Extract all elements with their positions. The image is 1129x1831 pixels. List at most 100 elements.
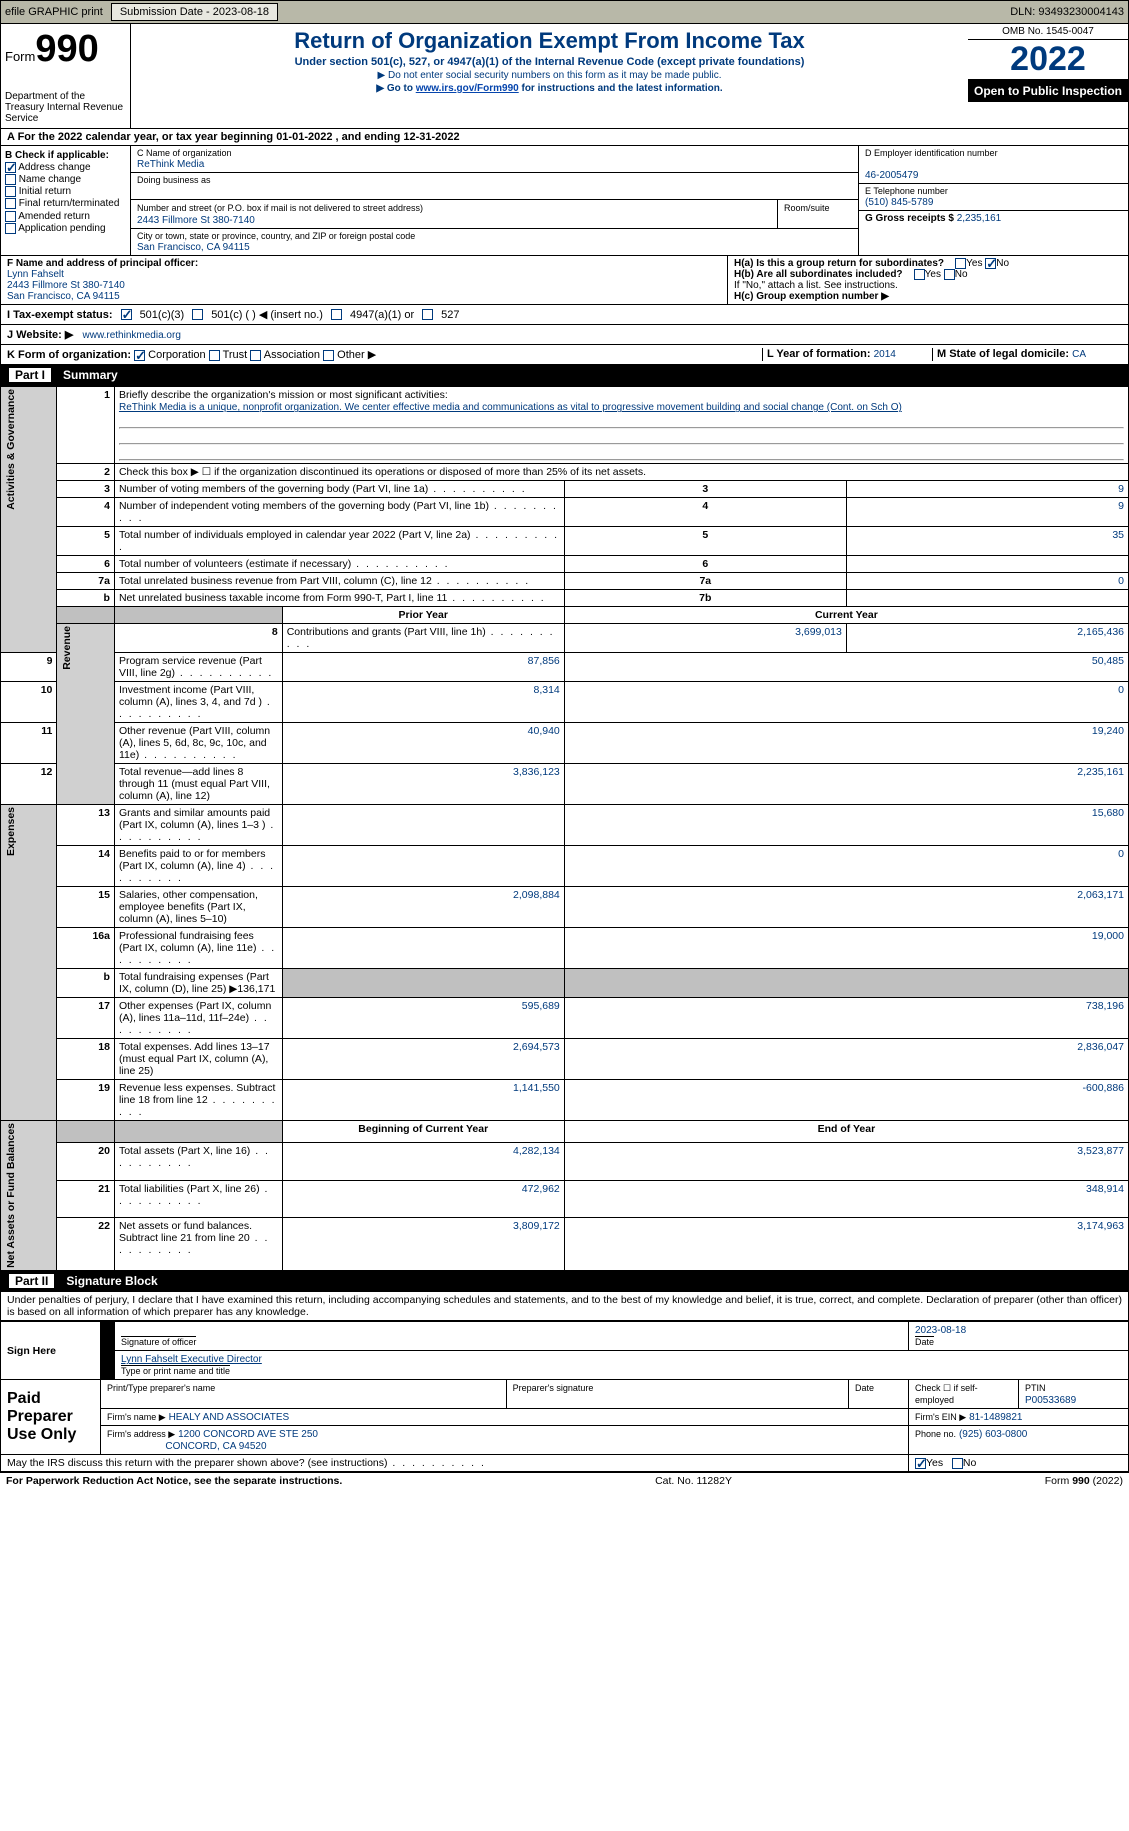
line20-cy: 3,523,877 xyxy=(564,1143,1128,1180)
line22-text: Net assets or fund balances. Subtract li… xyxy=(119,1220,269,1256)
firm-ein-label: Firm's EIN ▶ xyxy=(915,1412,966,1422)
sig-date-label: Date xyxy=(915,1336,934,1347)
check-initial-return[interactable] xyxy=(5,186,16,197)
line22-py: 3,809,172 xyxy=(282,1218,564,1271)
hb-yes[interactable] xyxy=(914,269,925,280)
perjury-declaration: Under penalties of perjury, I declare th… xyxy=(0,1292,1129,1321)
line19-py: 1,141,550 xyxy=(282,1080,564,1121)
addr-label: Number and street (or P.O. box if mail i… xyxy=(137,203,423,213)
row-a-period: A For the 2022 calendar year, or tax yea… xyxy=(0,129,1129,146)
firm-phone: (925) 603-0800 xyxy=(959,1429,1027,1440)
website-label: J Website: ▶ xyxy=(7,329,73,341)
ck-other[interactable] xyxy=(323,350,334,361)
line9-py: 87,856 xyxy=(282,653,564,682)
ck-4947[interactable] xyxy=(331,309,342,320)
hb-label: H(b) Are all subordinates included? xyxy=(734,269,903,280)
ck-corp[interactable] xyxy=(134,350,145,361)
city-label: City or town, state or province, country… xyxy=(137,231,415,241)
firm-city: CONCORD, CA 94520 xyxy=(165,1441,266,1452)
gross-label: G Gross receipts $ xyxy=(865,213,954,224)
end-year-hdr: End of Year xyxy=(818,1123,876,1135)
sign-here-label: Sign Here xyxy=(7,1345,56,1357)
self-emp-label: Check ☐ if self-employed xyxy=(915,1383,978,1405)
side-netassets: Net Assets or Fund Balances xyxy=(5,1123,17,1268)
city-value: San Francisco, CA 94115 xyxy=(137,242,250,253)
org-name: ReThink Media xyxy=(137,159,204,170)
line8-cy: 2,165,436 xyxy=(846,624,1128,653)
line13-text: Grants and similar amounts paid (Part IX… xyxy=(119,807,275,843)
ptin-label: PTIN xyxy=(1025,1383,1046,1393)
form-title: Return of Organization Exempt From Incom… xyxy=(139,28,960,54)
irs-link[interactable]: www.irs.gov/Form990 xyxy=(416,83,519,94)
line8-py: 3,699,013 xyxy=(564,624,846,653)
phone-label: E Telephone number xyxy=(865,186,948,196)
prep-date-label: Date xyxy=(855,1383,874,1393)
line13-py xyxy=(282,805,564,846)
open-inspection: Open to Public Inspection xyxy=(968,80,1128,102)
check-final-return[interactable] xyxy=(5,198,16,209)
domicile: CA xyxy=(1072,349,1086,360)
line21-cy: 348,914 xyxy=(564,1180,1128,1217)
line18-py: 2,694,573 xyxy=(282,1039,564,1080)
line18-text: Total expenses. Add lines 13–17 (must eq… xyxy=(119,1041,270,1077)
check-name-change[interactable] xyxy=(5,174,16,185)
ck-assoc[interactable] xyxy=(250,350,261,361)
room-label: Room/suite xyxy=(784,203,830,213)
line20-text: Total assets (Part X, line 16) xyxy=(119,1145,270,1169)
line20-py: 4,282,134 xyxy=(282,1143,564,1180)
ck-trust[interactable] xyxy=(209,350,220,361)
officer-name-typed[interactable]: Lynn Fahselt Executive Director xyxy=(121,1354,262,1365)
firm-addr: 1200 CONCORD AVE STE 250 xyxy=(178,1429,318,1440)
check-app-pending[interactable] xyxy=(5,223,16,234)
line21-text: Total liabilities (Part X, line 26) xyxy=(119,1183,270,1207)
q2-text: Check this box ▶ ☐ if the organization d… xyxy=(114,464,1128,481)
ck-501c[interactable] xyxy=(192,309,203,320)
line19-text: Revenue less expenses. Subtract line 18 … xyxy=(119,1082,277,1118)
check-address-change[interactable] xyxy=(5,162,16,173)
dept-label: Department of the Treasury Internal Reve… xyxy=(5,91,126,124)
form-org-label: K Form of organization: xyxy=(7,349,131,361)
officer-label: F Name and address of principal officer: xyxy=(7,258,198,269)
sig-officer-label: Signature of officer xyxy=(121,1336,196,1347)
line16b-text: Total fundraising expenses (Part IX, col… xyxy=(119,971,275,995)
line17-text: Other expenses (Part IX, column (A), lin… xyxy=(119,1000,271,1036)
firm-phone-label: Phone no. xyxy=(915,1429,956,1439)
discuss-yes[interactable] xyxy=(915,1458,926,1469)
submission-date-button[interactable]: Submission Date - 2023-08-18 xyxy=(111,3,278,21)
line14-cy: 0 xyxy=(564,846,1128,887)
line19-cy: -600,886 xyxy=(564,1080,1128,1121)
hb-note: If "No," attach a list. See instructions… xyxy=(734,280,1122,291)
ein-value: 46-2005479 xyxy=(865,170,918,181)
dba-label: Doing business as xyxy=(137,175,211,185)
tax-year: 2022 xyxy=(968,40,1128,80)
ha-no[interactable] xyxy=(985,258,996,269)
hb-no[interactable] xyxy=(944,269,955,280)
mission-text[interactable]: ReThink Media is a unique, nonprofit org… xyxy=(119,402,902,413)
ck-527[interactable] xyxy=(422,309,433,320)
line16a-cy: 19,000 xyxy=(564,928,1128,969)
footer-form: 990 xyxy=(1072,1475,1090,1487)
check-amended[interactable] xyxy=(5,211,16,222)
line11-text: Other revenue (Part VIII, column (A), li… xyxy=(119,725,270,761)
phone-value: (510) 845-5789 xyxy=(865,197,933,208)
form-label: Form990 xyxy=(5,28,126,71)
officer-addr1: 2443 Fillmore St 380-7140 xyxy=(7,280,125,291)
cat-no: Cat. No. 11282Y xyxy=(655,1475,732,1487)
ck-501c3[interactable] xyxy=(121,309,132,320)
line7a-text: Total unrelated business revenue from Pa… xyxy=(119,575,530,587)
prep-name-label: Print/Type preparer's name xyxy=(107,1383,215,1393)
discuss-no[interactable] xyxy=(952,1458,963,1469)
line15-text: Salaries, other compensation, employee b… xyxy=(119,889,258,925)
q1-label: Briefly describe the organization's miss… xyxy=(119,389,448,401)
website-value: www.rethinkmedia.org xyxy=(83,330,181,341)
col-b-checkboxes: B Check if applicable: Address change Na… xyxy=(1,146,131,255)
line12-py: 3,836,123 xyxy=(282,764,564,805)
part1-title: Summary xyxy=(63,368,118,382)
line11-cy: 19,240 xyxy=(564,723,1128,764)
line4-val: 9 xyxy=(846,498,1128,527)
line12-text: Total revenue—add lines 8 through 11 (mu… xyxy=(119,766,270,802)
ha-yes[interactable] xyxy=(955,258,966,269)
domicile-label: M State of legal domicile: xyxy=(937,348,1069,360)
part1-num: Part I xyxy=(9,368,51,382)
officer-addr2: San Francisco, CA 94115 xyxy=(7,291,120,302)
